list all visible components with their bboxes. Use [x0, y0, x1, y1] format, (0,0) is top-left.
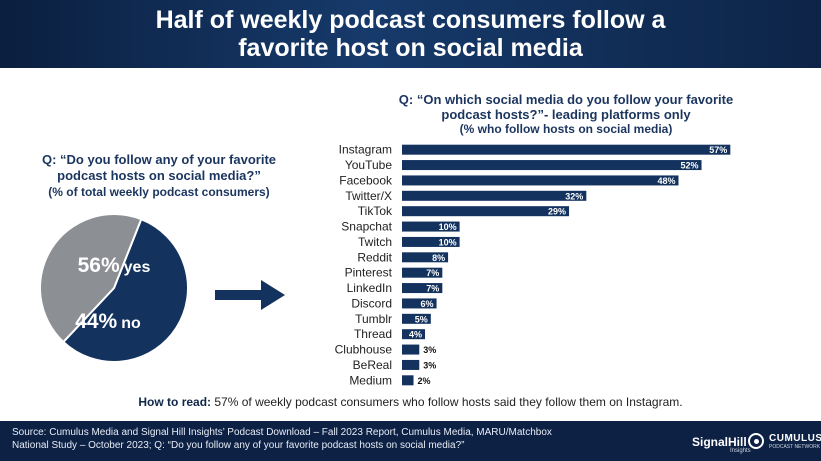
bar-category-label: Twitter/X — [345, 189, 392, 203]
bar-category-label: BeReal — [353, 358, 392, 372]
how-to-read-label: How to read: — [138, 395, 212, 409]
bar-category-label: LinkedIn — [347, 281, 392, 295]
pie-slice-no — [39, 213, 143, 344]
footer: Source: Cumulus Media and Signal Hill In… — [0, 421, 821, 461]
bar-clubhouse — [402, 344, 420, 355]
source-note: Source: Cumulus Media and Signal Hill In… — [12, 426, 632, 452]
bar-category-label: Pinterest — [345, 266, 393, 280]
bar-value-label: 6% — [421, 299, 434, 309]
bar-instagram — [402, 144, 731, 155]
bar-question: Q: “On which social media do you follow … — [376, 92, 756, 137]
bar-snapchat — [402, 221, 460, 232]
bar-category-label: Tumblr — [355, 312, 392, 326]
bar-tumblr — [402, 313, 431, 324]
pie-question-note: (% of total weekly podcast consumers) — [48, 185, 270, 199]
bar-value-label: 57% — [709, 145, 727, 155]
bar-value-label: 2% — [418, 376, 431, 386]
bar-value-label: 3% — [423, 360, 436, 370]
bar-value-label: 52% — [681, 161, 699, 171]
slide-title: Half of weekly podcast consumers follow … — [0, 6, 821, 62]
bar-value-label: 3% — [423, 345, 436, 355]
cumulus-logo-sub: PODCAST NETWORK — [769, 444, 821, 450]
bar-category-label: Snapchat — [341, 220, 392, 234]
bar-linkedin — [402, 283, 443, 294]
bar-svg: Instagram 57% YouTube 52% Facebook 48% Twitter… — [335, 143, 731, 387]
bar-value-label: 5% — [415, 314, 428, 324]
cumulus-logo-text: CUMULUS — [769, 433, 821, 444]
bar-category-label: Clubhouse — [335, 343, 393, 357]
bar-chart: Instagram 57% YouTube 52% Facebook 48% Twitter… — [318, 142, 768, 388]
bar-category-label: YouTube — [345, 158, 392, 172]
signal-hill-logo: SignalHill Insights — [692, 435, 751, 454]
bar-twitter-x — [402, 190, 587, 201]
title-banner: Half of weekly podcast consumers follow … — [0, 0, 821, 68]
bar-category-label: Instagram — [339, 143, 392, 157]
source-line-1: Source: Cumulus Media and Signal Hill In… — [12, 427, 552, 438]
bar-value-label: 4% — [409, 330, 422, 340]
bar-twitch — [402, 236, 460, 247]
bar-question-line-1: Q: “On which social media do you follow … — [398, 92, 734, 107]
bar-value-label: 8% — [432, 253, 445, 263]
pie-question-line-2: podcast hosts on social media?” — [57, 168, 261, 183]
bar-thread — [402, 329, 426, 340]
cumulus-c-icon — [748, 433, 764, 449]
bar-value-label: 10% — [439, 237, 457, 247]
how-to-read-text: 57% of weekly podcast consumers who foll… — [211, 395, 683, 409]
pie-slice-yes — [61, 217, 189, 363]
pie-chart: 56% yes 44% no — [38, 212, 190, 364]
bar-category-label: TikTok — [358, 204, 393, 218]
bar-youtube — [402, 160, 702, 171]
bar-category-label: Facebook — [339, 173, 393, 187]
source-line-2: National Study – October 2023; Q: “Do yo… — [12, 440, 465, 451]
bar-question-note: (% who follow hosts on social media) — [459, 122, 673, 136]
pie-label-yes: 56% yes — [78, 254, 151, 277]
signal-hill-logo-text: SignalHill — [692, 435, 747, 449]
bar-value-label: 10% — [439, 222, 457, 232]
bar-value-label: 48% — [657, 176, 675, 186]
pie-question: Q: “Do you follow any of your favorite p… — [14, 152, 304, 200]
bar-question-line-2: podcast hosts?”- leading platforms only — [441, 107, 691, 122]
bar-category-label: Twitch — [358, 235, 392, 249]
arrow-right-icon — [215, 278, 287, 317]
bar-category-label: Medium — [349, 373, 392, 387]
bar-bereal — [402, 359, 420, 370]
how-to-read: How to read: 57% of weekly podcast consu… — [0, 395, 821, 409]
bar-category-label: Discord — [351, 296, 392, 310]
pie-question-line-1: Q: “Do you follow any of your favorite — [41, 152, 276, 167]
bar-medium — [402, 375, 414, 386]
bar-pinterest — [402, 267, 443, 278]
title-line-2: favorite host on social media — [238, 34, 583, 62]
bar-tiktok — [402, 206, 570, 217]
signal-hill-logo-sub: Insights — [730, 448, 751, 454]
bar-value-label: 32% — [565, 191, 583, 201]
bar-discord — [402, 298, 437, 309]
bar-value-label: 29% — [548, 207, 566, 217]
pie-svg: 56% yes 44% no — [39, 213, 189, 363]
bar-category-label: Reddit — [357, 250, 392, 264]
bar-category-label: Thread — [354, 327, 392, 341]
bar-value-label: 7% — [426, 268, 439, 278]
pie-label-no: 44% no — [75, 310, 141, 333]
bar-facebook — [402, 175, 679, 186]
bar-reddit — [402, 252, 449, 263]
bar-value-label: 7% — [426, 284, 439, 294]
title-line-1: Half of weekly podcast consumers follow … — [155, 6, 666, 34]
